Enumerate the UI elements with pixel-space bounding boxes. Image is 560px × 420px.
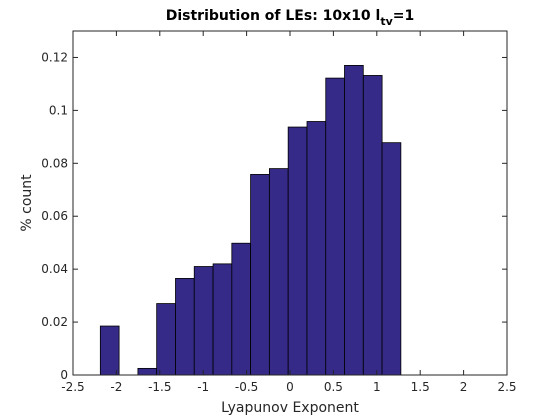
histogram-bar <box>250 174 270 376</box>
y-tick-label: 0.06 <box>41 209 68 223</box>
x-tick-label: -1.5 <box>148 380 171 394</box>
chart-title: Distribution of LEs: 10x10 ltv=1 <box>166 8 415 28</box>
x-tick-label: -0.5 <box>235 380 258 394</box>
y-tick-label: 0.02 <box>41 315 68 329</box>
x-tick-label: 1.5 <box>411 380 430 394</box>
x-tick-label: 1 <box>373 380 381 394</box>
histogram-bar <box>306 121 327 376</box>
histogram-bar <box>287 126 308 376</box>
histogram-bar <box>231 242 252 376</box>
x-tick-label: 2.5 <box>497 380 516 394</box>
x-tick-label: 2 <box>460 380 468 394</box>
histogram-bar <box>381 142 402 376</box>
histogram-bar <box>99 325 120 376</box>
histogram-bar <box>175 278 195 376</box>
y-tick-label: 0.08 <box>41 156 68 170</box>
x-tick-label: -2.5 <box>61 380 84 394</box>
histogram-bar <box>193 266 214 376</box>
histogram-bar <box>212 263 233 376</box>
y-axis-label: % count <box>19 174 35 232</box>
y-tick-label: 0.1 <box>49 103 68 117</box>
chart-title-suffix: =1 <box>393 8 414 24</box>
chart-title-prefix: Distribution of LEs: 10x10 l <box>166 8 381 24</box>
chart-title-subscript: tv <box>380 15 393 28</box>
histogram-bars <box>99 65 402 376</box>
x-axis-ticks: -2.5 -2 -1.5 -1 -0.5 0 0.5 1 1.5 2 2.5 <box>61 31 517 394</box>
y-axis-ticks: 0 0.02 0.04 0.06 0.08 0.1 0.12 <box>41 50 507 382</box>
y-tick-label: 0.04 <box>41 262 68 276</box>
y-tick-label: 0.12 <box>41 50 68 64</box>
histogram-bar <box>137 367 158 376</box>
x-tick-label: -2 <box>110 380 122 394</box>
histogram-bar <box>344 65 364 376</box>
histogram-bar <box>362 75 383 376</box>
histogram-bar <box>156 303 176 376</box>
histogram-bar <box>325 77 345 376</box>
x-axis-label: Lyapunov Exponent <box>221 400 359 416</box>
histogram-bar <box>269 168 289 376</box>
x-tick-label: -1 <box>197 380 209 394</box>
x-tick-label: 0 <box>286 380 294 394</box>
y-tick-label: 0 <box>60 368 68 382</box>
x-tick-label: 0.5 <box>324 380 343 394</box>
